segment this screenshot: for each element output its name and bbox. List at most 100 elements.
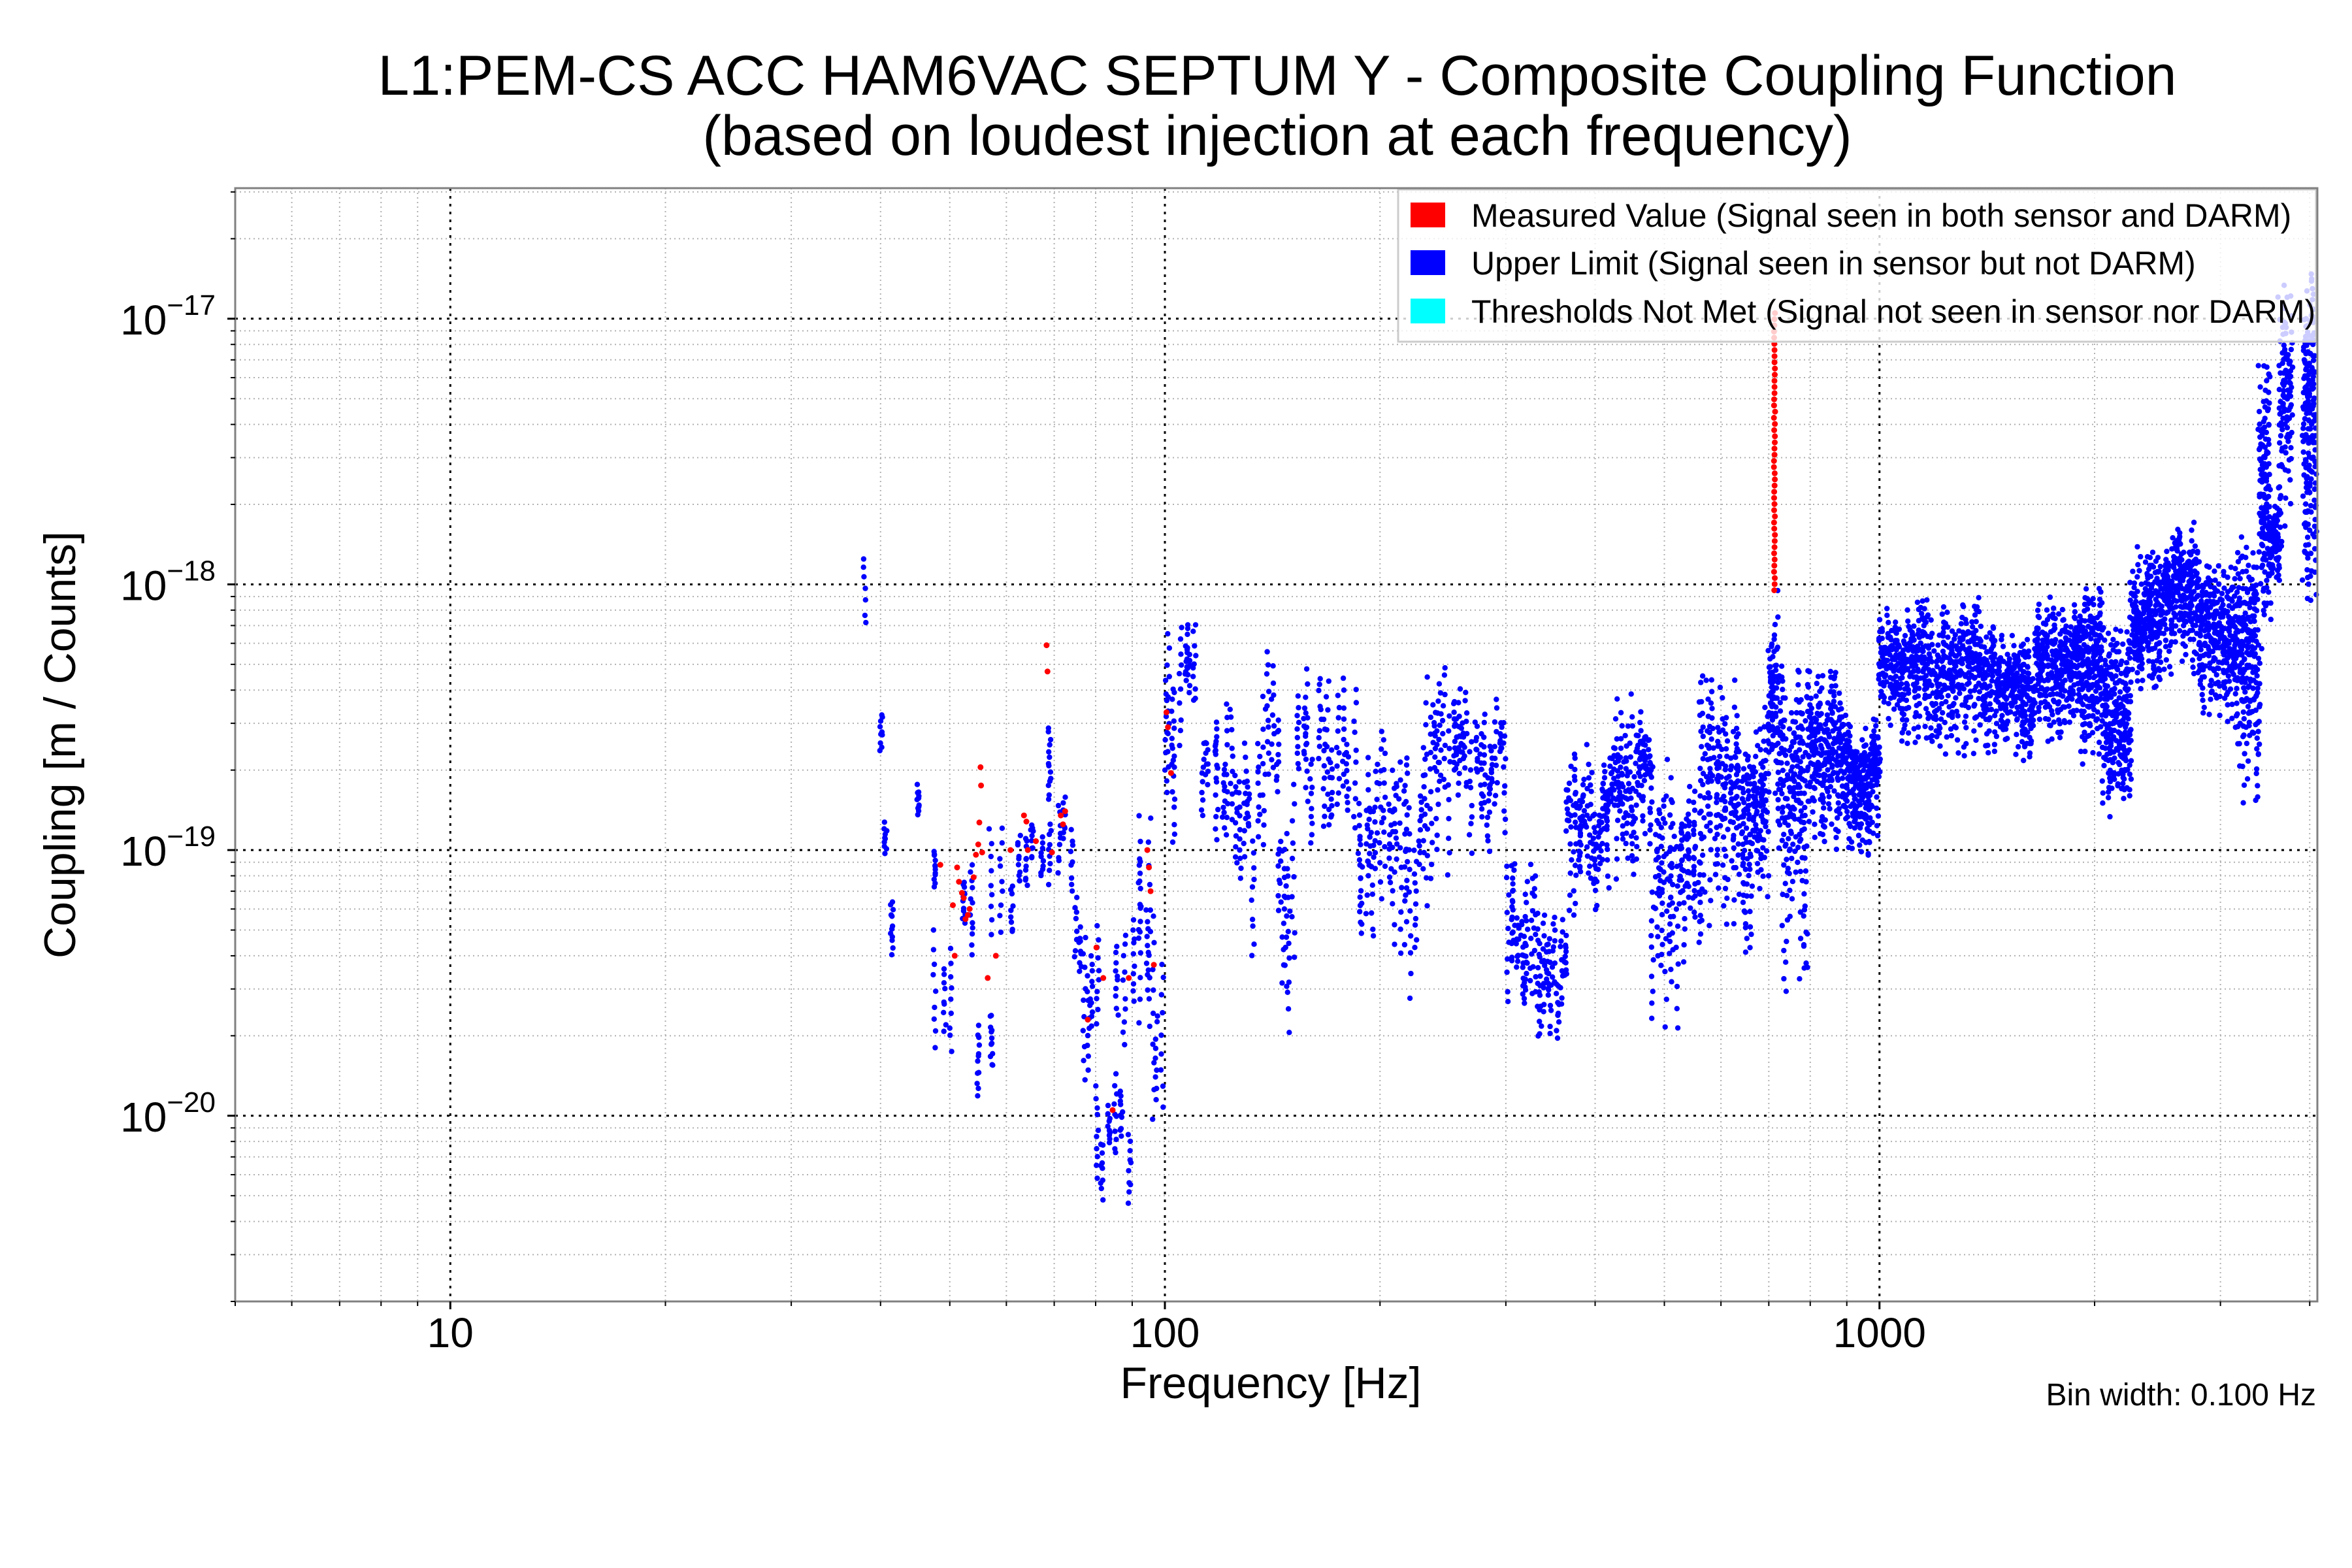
- upper-limit-point: [2134, 670, 2140, 676]
- upper-limit-point: [1219, 814, 1226, 820]
- upper-limit-point: [2138, 581, 2144, 587]
- upper-limit-point: [881, 843, 887, 849]
- upper-limit-point: [1567, 892, 1573, 898]
- upper-limit-point: [1558, 985, 1563, 991]
- upper-limit-point: [1265, 662, 1271, 668]
- upper-limit-point: [1394, 841, 1400, 847]
- upper-limit-point: [1799, 726, 1806, 732]
- upper-limit-point: [1904, 607, 1910, 613]
- upper-limit-point: [2045, 678, 2051, 683]
- upper-limit-point: [930, 927, 937, 933]
- upper-limit-point: [1902, 632, 1908, 639]
- upper-limit-point: [2003, 705, 2009, 711]
- upper-limit-point: [1547, 1023, 1553, 1030]
- upper-limit-point: [1154, 1013, 1160, 1019]
- upper-limit-point: [1232, 772, 1238, 779]
- upper-limit-point: [1402, 898, 1408, 904]
- upper-limit-point: [1336, 776, 1343, 782]
- upper-limit-point: [1624, 830, 1629, 836]
- upper-limit-point: [969, 942, 975, 948]
- upper-limit-point: [1341, 716, 1347, 722]
- upper-limit-point: [1082, 964, 1088, 970]
- upper-limit-point: [1392, 828, 1399, 835]
- upper-limit-point: [2127, 580, 2133, 585]
- upper-limit-point: [1345, 754, 1352, 760]
- upper-limit-point: [1943, 698, 1949, 705]
- upper-limit-point: [1649, 1015, 1655, 1021]
- upper-limit-point: [1237, 875, 1244, 881]
- upper-limit-point: [1548, 1007, 1554, 1013]
- upper-limit-point: [1379, 896, 1384, 902]
- upper-limit-point: [1118, 1126, 1124, 1132]
- upper-limit-point: [1708, 700, 1714, 706]
- upper-limit-point: [988, 1040, 995, 1047]
- upper-limit-point: [1576, 839, 1583, 845]
- upper-limit-point: [2127, 693, 2133, 699]
- upper-limit-point: [1642, 742, 1648, 748]
- upper-limit-point: [1213, 741, 1219, 747]
- upper-limit-point: [1822, 772, 1828, 778]
- upper-limit-point: [2134, 544, 2140, 550]
- upper-limit-point: [1677, 862, 1684, 868]
- upper-limit-point: [1455, 792, 1462, 798]
- upper-limit-point: [1269, 712, 1276, 718]
- upper-limit-point: [1674, 1005, 1680, 1012]
- upper-limit-point: [1774, 725, 1781, 731]
- upper-limit-point: [1371, 854, 1377, 860]
- upper-limit-point: [1215, 765, 1220, 771]
- upper-limit-point: [2044, 607, 2050, 613]
- upper-limit-point: [1284, 866, 1290, 872]
- upper-limit-point: [1414, 937, 1420, 943]
- upper-limit-point: [1880, 693, 1886, 698]
- upper-limit-point: [1618, 764, 1624, 770]
- upper-limit-point: [1164, 789, 1170, 796]
- upper-limit-point: [2136, 568, 2142, 574]
- upper-limit-point: [2126, 747, 2132, 753]
- upper-limit-point: [1522, 940, 1528, 947]
- upper-limit-point: [1787, 887, 1793, 894]
- upper-limit-point: [1309, 832, 1315, 838]
- upper-limit-point: [1232, 854, 1239, 860]
- upper-limit-point: [1329, 766, 1335, 772]
- upper-limit-point: [1246, 796, 1252, 802]
- upper-limit-point: [2007, 709, 2014, 715]
- upper-limit-point: [1759, 802, 1765, 808]
- upper-limit-point: [1993, 733, 2000, 740]
- upper-limit-point: [1532, 873, 1539, 879]
- upper-limit-point: [1851, 792, 1857, 798]
- upper-limit-point: [1353, 687, 1359, 693]
- upper-limit-point: [2127, 762, 2132, 768]
- upper-limit-point: [1932, 672, 1938, 678]
- upper-limit-point: [1502, 816, 1509, 823]
- upper-limit-point: [1200, 797, 1206, 803]
- upper-limit-point: [1494, 705, 1500, 711]
- upper-limit-point: [1137, 905, 1143, 911]
- upper-limit-point: [1073, 909, 1080, 915]
- upper-limit-point: [1094, 1021, 1100, 1027]
- upper-limit-point: [2010, 689, 2016, 695]
- upper-limit-point: [862, 585, 868, 591]
- upper-limit-point: [1275, 789, 1281, 795]
- upper-limit-point: [1783, 959, 1789, 965]
- upper-limit-point: [1663, 936, 1669, 942]
- upper-limit-point: [1767, 664, 1773, 670]
- upper-limit-point: [2082, 729, 2087, 736]
- upper-limit-point: [1492, 755, 1498, 762]
- upper-limit-point: [1916, 617, 1922, 624]
- upper-limit-point: [1605, 846, 1610, 853]
- upper-limit-point: [1241, 840, 1247, 847]
- upper-limit-point: [1759, 791, 1765, 798]
- upper-limit-point: [1650, 957, 1656, 963]
- upper-limit-point: [931, 884, 938, 890]
- upper-limit-point: [1284, 830, 1290, 837]
- upper-limit-point: [1402, 783, 1408, 789]
- upper-limit-point: [1372, 850, 1379, 856]
- upper-limit-point: [1501, 790, 1507, 796]
- upper-limit-point: [1895, 642, 1902, 648]
- upper-limit-point: [1731, 845, 1737, 851]
- upper-limit-point: [1848, 823, 1854, 830]
- upper-limit-point: [1136, 813, 1142, 819]
- upper-limit-point: [1360, 864, 1365, 870]
- upper-limit-point: [2025, 670, 2032, 677]
- upper-limit-point: [1114, 943, 1120, 949]
